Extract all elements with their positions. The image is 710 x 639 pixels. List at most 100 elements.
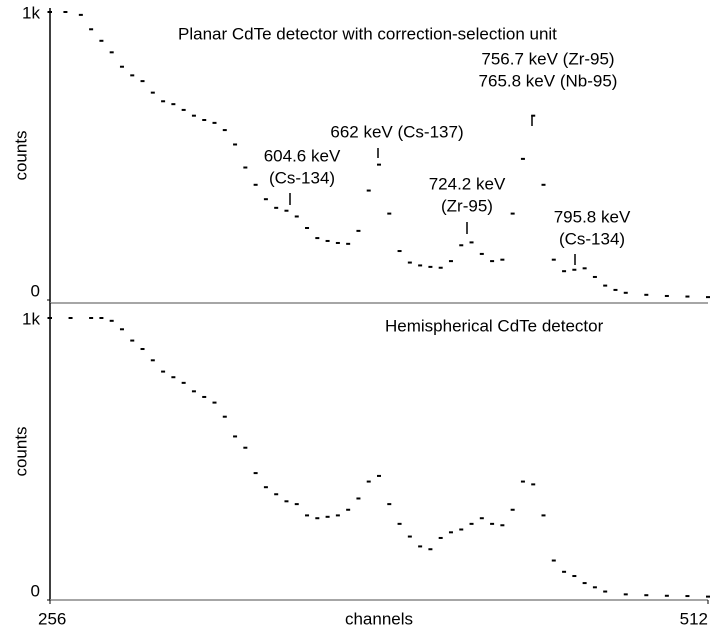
data-point	[613, 288, 618, 291]
data-point	[294, 215, 299, 218]
data-point	[664, 594, 669, 597]
peak-label: 756.7 keV (Zr-95)	[481, 49, 614, 68]
panel-title: Planar CdTe detector with correction-sel…	[178, 24, 557, 43]
peak-label: 604.6 keV	[264, 146, 341, 165]
data-point	[438, 536, 443, 539]
data-point	[428, 548, 433, 551]
data-point	[233, 435, 238, 438]
data-point	[479, 517, 484, 520]
data-point	[274, 493, 279, 496]
data-point	[222, 415, 227, 418]
data-point	[63, 11, 68, 13]
data-point	[263, 486, 268, 489]
data-point	[664, 294, 669, 297]
data-point	[212, 121, 217, 124]
data-point	[346, 508, 351, 511]
data-point	[469, 522, 474, 525]
data-point	[510, 508, 515, 511]
data-point	[490, 260, 495, 263]
data-point	[603, 284, 608, 287]
data-point	[284, 500, 289, 503]
data-point	[253, 472, 258, 475]
data-point	[356, 229, 361, 232]
data-point	[119, 65, 124, 68]
data-point	[356, 497, 361, 500]
x-axis-label: channels	[345, 609, 413, 628]
data-point	[89, 317, 94, 319]
data-point	[202, 119, 207, 121]
data-point	[551, 559, 556, 562]
data-point	[140, 80, 145, 83]
data-point	[582, 267, 587, 270]
peak-label: 765.8 keV (Nb-95)	[479, 71, 618, 90]
data-point	[377, 474, 381, 477]
data-point	[644, 594, 649, 597]
data-point	[171, 376, 176, 379]
peak-label: 724.2 keV	[429, 174, 506, 193]
data-point	[448, 531, 453, 534]
data-point	[531, 483, 536, 486]
data-point	[428, 265, 433, 268]
x-tick-label: 512	[680, 609, 708, 628]
data-point	[531, 114, 536, 117]
data-point	[325, 515, 330, 518]
data-point	[685, 295, 690, 298]
data-point	[78, 13, 83, 16]
peak-label: (Zr-95)	[441, 196, 493, 215]
data-point	[541, 514, 546, 517]
data-point	[603, 590, 608, 593]
data-point	[89, 28, 94, 31]
data-point	[99, 317, 104, 319]
data-point	[68, 317, 73, 319]
data-point	[438, 266, 443, 269]
data-point	[479, 252, 484, 255]
data-point	[150, 91, 155, 94]
data-point	[109, 51, 114, 54]
data-point	[572, 268, 577, 271]
data-point	[130, 339, 135, 342]
data-point	[551, 258, 556, 261]
data-point	[562, 570, 567, 573]
data-point	[582, 582, 587, 585]
data-point	[541, 183, 546, 186]
data-point	[459, 244, 464, 247]
data-point	[500, 258, 505, 261]
data-point	[161, 370, 166, 373]
data-point	[202, 395, 207, 398]
y-axis-label: counts	[11, 130, 30, 180]
data-point	[335, 514, 340, 517]
data-point	[592, 586, 597, 589]
data-point	[48, 317, 52, 319]
data-point	[510, 212, 515, 215]
data-point	[407, 535, 412, 538]
data-point	[48, 11, 52, 13]
peak-label: 662 keV (Cs-137)	[330, 122, 463, 141]
data-point	[305, 227, 310, 229]
data-point	[500, 524, 505, 527]
data-point	[109, 319, 114, 322]
y-tick-label: 1k	[22, 3, 40, 22]
data-point	[171, 103, 176, 106]
data-point	[315, 237, 320, 240]
y-tick-label: 0	[31, 581, 40, 600]
data-point	[263, 198, 268, 201]
data-point	[325, 239, 330, 242]
data-point	[397, 522, 402, 525]
data-point	[181, 381, 186, 384]
data-point	[212, 401, 217, 404]
data-point	[366, 480, 371, 483]
data-point	[623, 593, 628, 596]
peak-label: 795.8 keV	[554, 207, 631, 226]
data-point	[305, 514, 310, 517]
data-point	[562, 270, 567, 273]
data-point	[623, 291, 628, 294]
data-point	[387, 212, 392, 215]
data-point	[243, 166, 248, 169]
data-point	[315, 517, 320, 520]
data-point	[407, 261, 412, 264]
data-point	[572, 575, 577, 578]
data-point	[99, 39, 104, 42]
data-point	[191, 114, 196, 117]
data-point	[377, 163, 381, 166]
panel-title: Hemispherical CdTe detector	[385, 316, 604, 335]
